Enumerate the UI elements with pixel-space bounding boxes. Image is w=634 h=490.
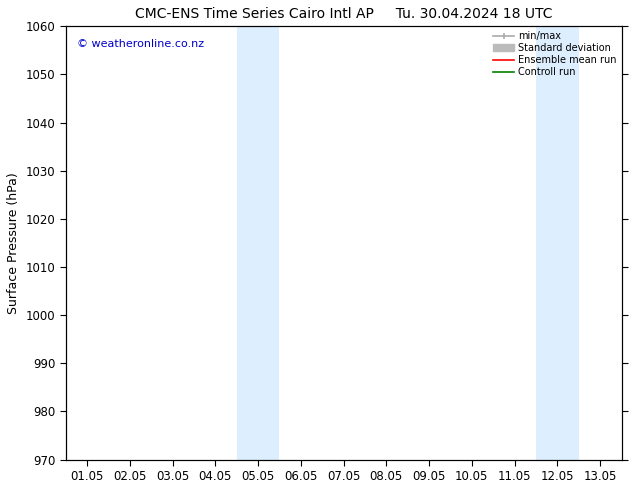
Bar — [536, 26, 579, 460]
Bar — [236, 26, 280, 460]
Title: CMC-ENS Time Series Cairo Intl AP     Tu. 30.04.2024 18 UTC: CMC-ENS Time Series Cairo Intl AP Tu. 30… — [135, 7, 552, 21]
Y-axis label: Surface Pressure (hPa): Surface Pressure (hPa) — [7, 172, 20, 314]
Legend: min/max, Standard deviation, Ensemble mean run, Controll run: min/max, Standard deviation, Ensemble me… — [491, 29, 619, 79]
Text: © weatheronline.co.nz: © weatheronline.co.nz — [77, 39, 204, 49]
